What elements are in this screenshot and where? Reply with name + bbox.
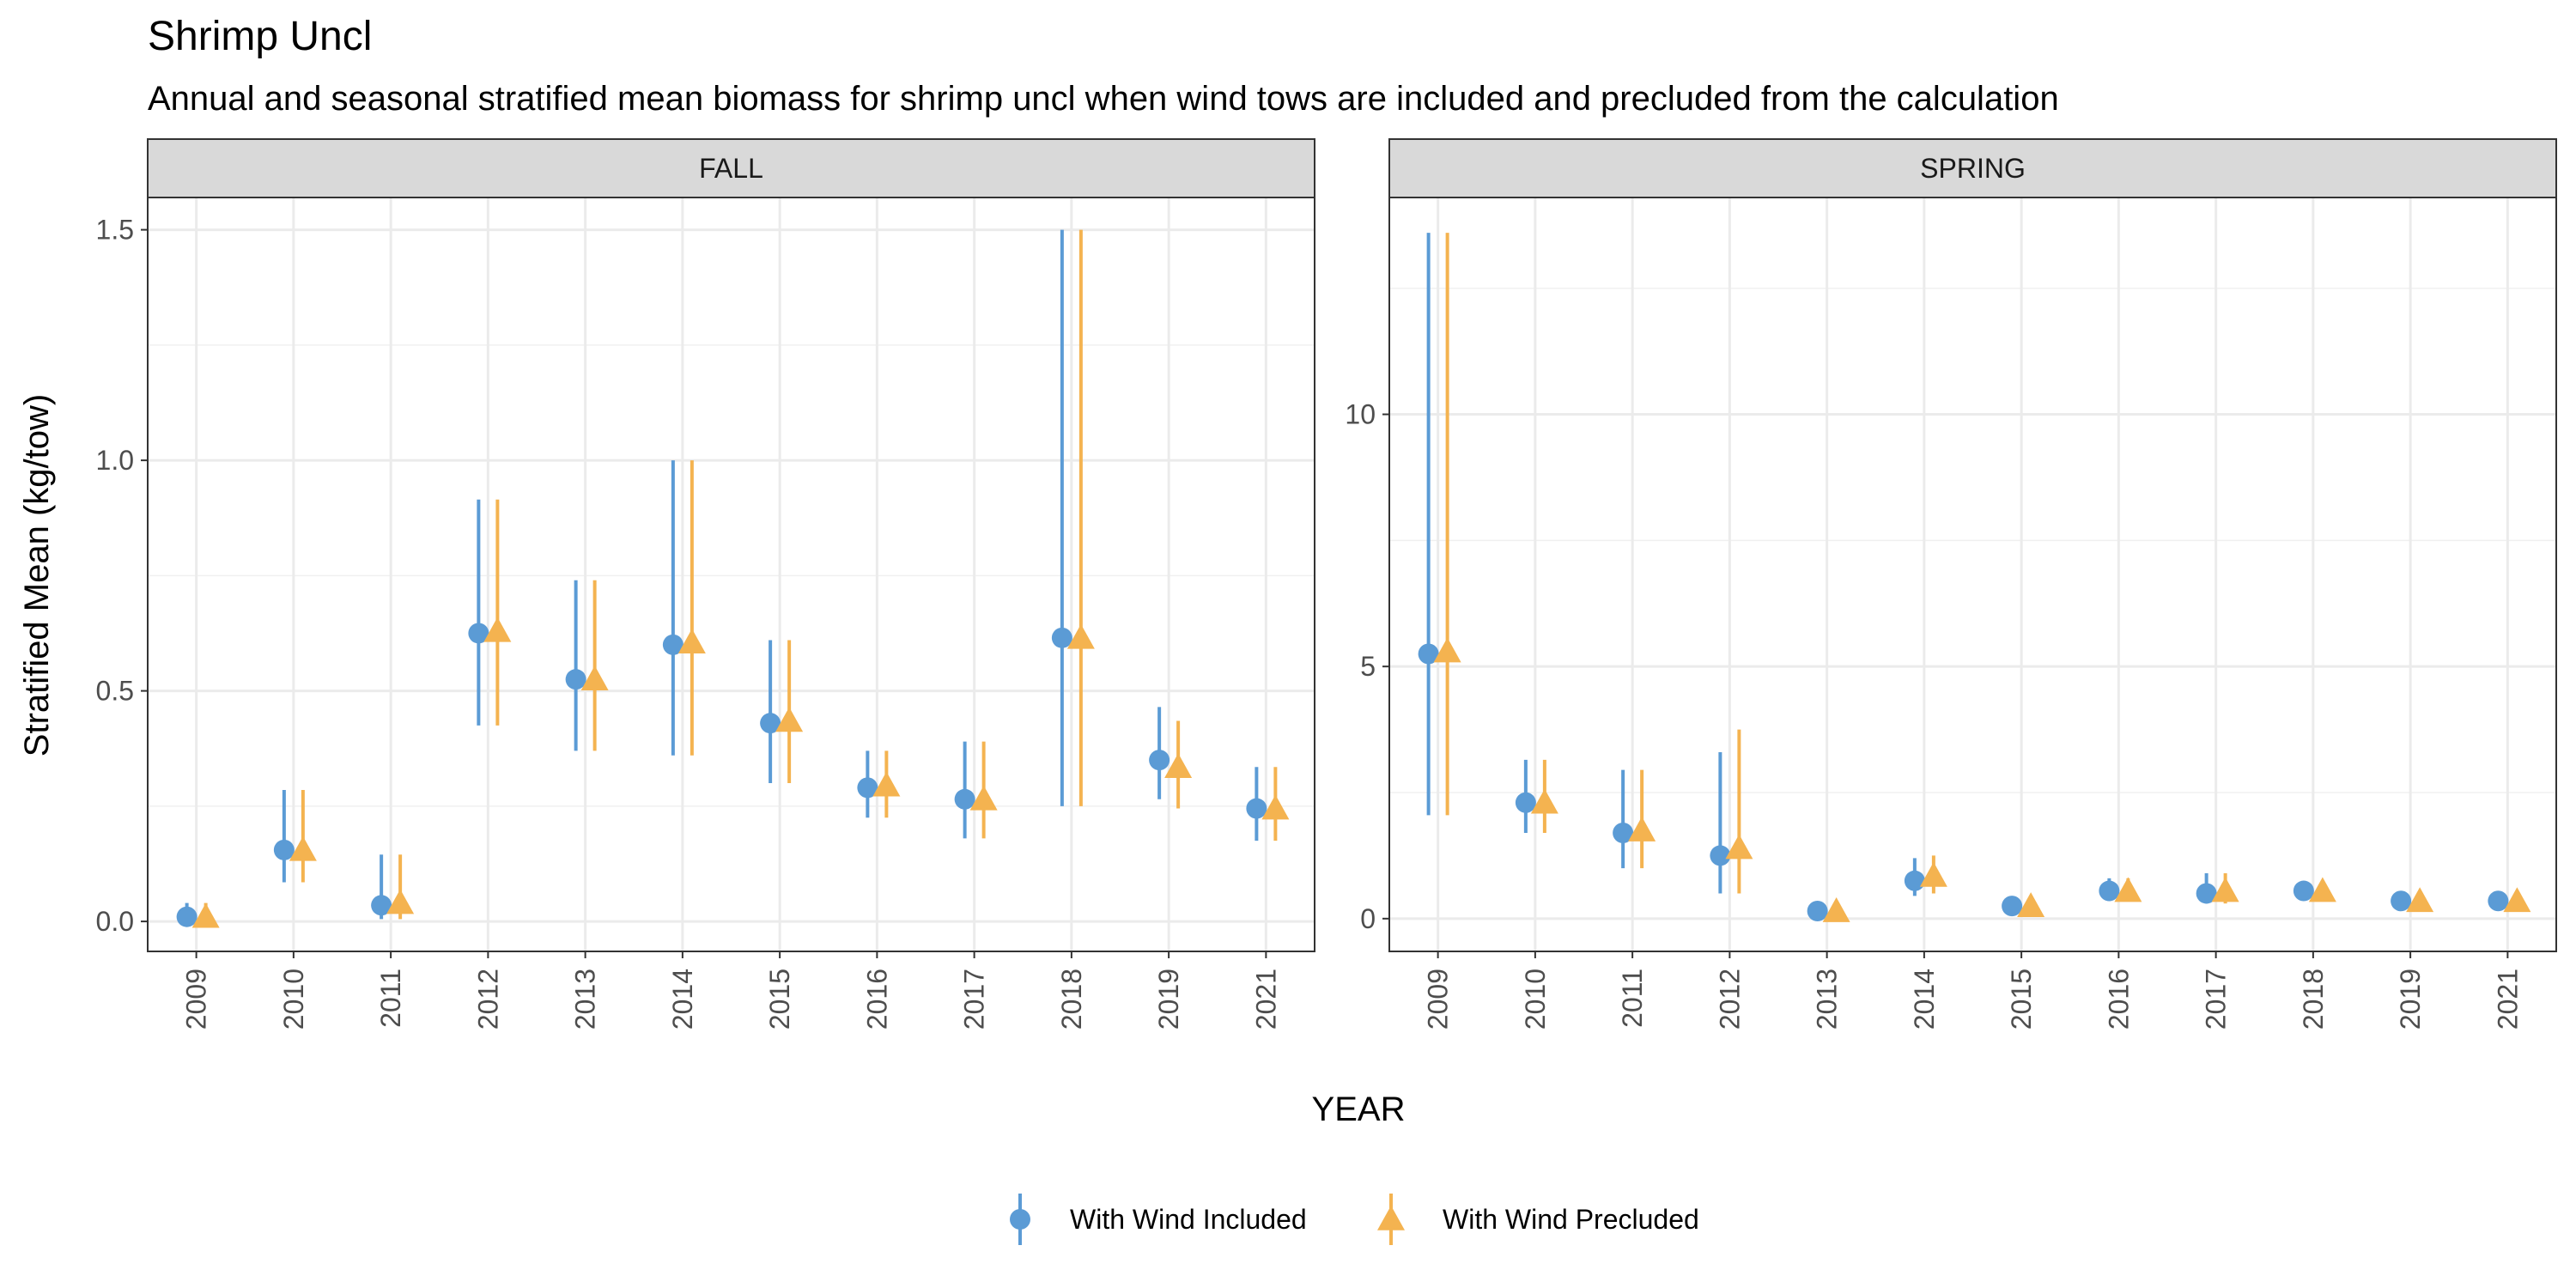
data-point-circle xyxy=(857,777,878,799)
data-point-circle xyxy=(1246,798,1267,819)
data-point-circle xyxy=(565,669,586,690)
x-tick-label: 2009 xyxy=(181,969,212,1030)
data-point-circle xyxy=(1904,870,1925,891)
data-point-triangle xyxy=(2406,887,2434,913)
x-tick-label: 2021 xyxy=(1250,969,1281,1030)
data-point-circle xyxy=(1149,750,1170,771)
panel-background xyxy=(1389,197,2556,951)
data-point-triangle xyxy=(1164,753,1193,778)
data-point-triangle xyxy=(1822,897,1850,922)
x-tick-label: 2012 xyxy=(1714,969,1745,1030)
data-point-circle xyxy=(954,788,975,810)
x-tick-label: 2017 xyxy=(2201,969,2232,1030)
y-tick-label: 0.5 xyxy=(96,676,134,707)
data-point-triangle xyxy=(969,785,998,811)
chart-subtitle: Annual and seasonal stratified mean biom… xyxy=(148,80,2059,118)
data-point-triangle xyxy=(2211,877,2239,902)
data-point-triangle xyxy=(677,629,706,654)
data-point-triangle xyxy=(2114,877,2142,902)
y-axis-title: Stratified Mean (kg/tow) xyxy=(18,394,56,756)
legend-key-triangle xyxy=(1377,1206,1405,1230)
y-tick-label: 0 xyxy=(1360,903,1376,934)
data-point-circle xyxy=(176,906,197,927)
data-point-circle xyxy=(1051,627,1072,648)
data-point-circle xyxy=(273,839,295,860)
data-point-triangle xyxy=(2503,887,2531,913)
data-point-triangle xyxy=(1261,794,1290,820)
data-point-triangle xyxy=(580,665,609,690)
facet-strip xyxy=(1388,138,2557,198)
x-tick-label: 2010 xyxy=(1520,969,1551,1030)
facet-strip xyxy=(147,138,1315,198)
x-tick-label: 2019 xyxy=(2395,969,2426,1030)
y-tick-label: 1.0 xyxy=(96,445,134,476)
data-point-triangle xyxy=(1919,861,1947,887)
data-point-triangle xyxy=(2017,892,2045,917)
data-point-circle xyxy=(371,895,392,916)
data-point-circle xyxy=(760,713,781,734)
data-point-triangle xyxy=(191,902,220,928)
data-point-circle xyxy=(1515,792,1536,813)
facet-panel-fall: FALL 0.0 0.5 1.0 1.5 2009 2010 2011 2012 2013 2014… xyxy=(96,138,1315,1030)
legend: With Wind Included With Wind Precluded xyxy=(1010,1194,1699,1245)
data-point-circle xyxy=(1807,901,1828,922)
data-point-circle xyxy=(1418,643,1439,665)
data-point-triangle xyxy=(1725,834,1753,860)
data-point-circle xyxy=(2488,890,2509,912)
y-tick-label: 5 xyxy=(1360,651,1376,682)
data-point-circle xyxy=(2002,896,2023,917)
x-tick-label: 2011 xyxy=(1617,969,1648,1028)
data-point-circle xyxy=(2196,883,2217,904)
facet-strip-label: FALL xyxy=(699,153,763,184)
x-tick-label: 2016 xyxy=(861,969,892,1030)
legend-key-circle xyxy=(1010,1209,1030,1230)
data-point-circle xyxy=(2391,890,2412,912)
data-point-triangle xyxy=(1628,817,1656,841)
x-tick-label: 2014 xyxy=(1909,969,1940,1030)
y-tick-label: 10 xyxy=(1345,399,1376,430)
x-tick-label: 2016 xyxy=(2103,969,2134,1030)
data-point-triangle xyxy=(1433,637,1461,663)
legend-label: With Wind Included xyxy=(1070,1204,1307,1235)
x-tick-label: 2015 xyxy=(764,969,795,1030)
y-tick-label: 1.5 xyxy=(96,215,134,246)
facet-strip-label: SPRING xyxy=(1920,153,2026,184)
data-point-triangle xyxy=(2308,877,2336,902)
data-point-triangle xyxy=(775,707,804,732)
data-point-circle xyxy=(1710,845,1731,866)
x-tick-label: 2019 xyxy=(1153,969,1184,1030)
x-tick-label: 2012 xyxy=(472,969,503,1030)
data-point-circle xyxy=(2293,880,2314,902)
x-tick-label: 2013 xyxy=(570,969,601,1030)
x-tick-label: 2018 xyxy=(1056,969,1087,1030)
data-point-triangle xyxy=(1066,623,1095,649)
chart-title: Shrimp Uncl xyxy=(148,14,372,59)
y-tick-label: 0.0 xyxy=(96,906,134,937)
x-axis-title: YEAR xyxy=(1312,1091,1406,1128)
data-point-triangle xyxy=(386,889,415,914)
x-tick-label: 2015 xyxy=(2006,969,2037,1030)
data-point-triangle xyxy=(872,771,901,797)
data-point-triangle xyxy=(289,835,317,861)
facet-panels: FALL 0.0 0.5 1.0 1.5 2009 2010 2011 2012 2013 2014… xyxy=(96,138,2557,1030)
x-tick-label: 2010 xyxy=(278,969,309,1030)
data-point-circle xyxy=(662,634,683,655)
data-point-triangle xyxy=(1530,788,1558,814)
x-tick-label: 2013 xyxy=(1812,969,1843,1030)
x-tick-label: 2018 xyxy=(2298,969,2329,1030)
legend-label: With Wind Precluded xyxy=(1443,1204,1699,1235)
x-tick-label: 2014 xyxy=(667,969,698,1030)
facet-panel-spring: SPRING 0 5 10 2009 2010 2011 2012 2013 2014 2015 20… xyxy=(1345,138,2557,1030)
panel-background xyxy=(148,197,1315,951)
data-point-triangle xyxy=(483,617,512,642)
x-tick-label: 2011 xyxy=(375,969,406,1028)
x-tick-label: 2021 xyxy=(2492,969,2523,1030)
data-point-circle xyxy=(2099,880,2120,902)
x-tick-label: 2017 xyxy=(959,969,990,1030)
x-tick-label: 2009 xyxy=(1423,969,1454,1030)
data-point-circle xyxy=(468,623,489,644)
data-point-circle xyxy=(1613,822,1634,843)
